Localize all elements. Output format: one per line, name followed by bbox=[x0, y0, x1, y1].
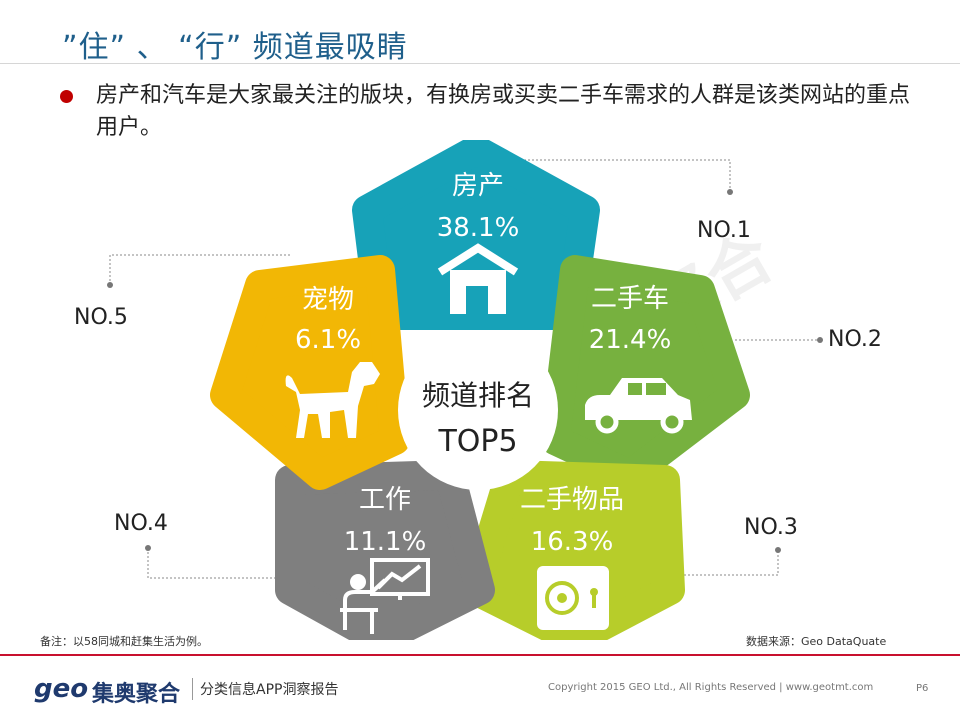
connector-no1 bbox=[520, 159, 731, 192]
rank-label-no1: NO.1 bbox=[697, 218, 751, 243]
logo-separator bbox=[192, 678, 193, 700]
connector-dot-no4 bbox=[145, 545, 151, 551]
connector-no4 bbox=[147, 548, 290, 579]
footer-divider bbox=[0, 654, 960, 656]
petal-housing-shape bbox=[352, 140, 600, 330]
petal-jobs-value: 11.1% bbox=[344, 527, 427, 557]
page-number: P6 bbox=[916, 683, 929, 694]
page-title: ”住” 、 “行” 频道最吸睛 bbox=[62, 30, 408, 65]
connector-dot-no5 bbox=[107, 282, 113, 288]
footnote: 备注：以58同城和赶集生活为例。 bbox=[40, 635, 208, 648]
description-text: 房产和汽车是大家最关注的版块，有换房或买卖二手车需求的人群是该类网站的重点用户。 bbox=[96, 83, 911, 140]
rank-label-no4: NO.4 bbox=[114, 511, 168, 536]
title-divider bbox=[0, 63, 960, 64]
center-title: 频道排名 bbox=[422, 379, 534, 412]
house-icon bbox=[437, 243, 519, 314]
petal-jobs-shape bbox=[275, 460, 495, 640]
petal-second-hand-goods: 二手物品 16.3% bbox=[460, 460, 685, 640]
connector-dots bbox=[107, 189, 823, 553]
presentation-icon bbox=[340, 558, 430, 634]
connector-dot-no2 bbox=[817, 337, 823, 343]
petal-pets: 宠物 6.1% bbox=[210, 255, 410, 490]
petal-second-hand-goods-value: 16.3% bbox=[531, 527, 614, 557]
petal-pets-value: 6.1% bbox=[295, 325, 361, 355]
petal-housing: 房产 38.1% bbox=[352, 140, 600, 330]
connector-no5 bbox=[109, 254, 290, 285]
footer: geo 集奥聚合 分类信息APP洞察报告 Copyright 2015 GEO … bbox=[0, 664, 960, 720]
dog-icon bbox=[285, 362, 380, 438]
petal-housing-label: 房产 bbox=[452, 171, 504, 201]
center-badge: 频道排名 TOP5 bbox=[398, 330, 558, 490]
petal-housing-value: 38.1% bbox=[437, 213, 520, 243]
connector-no3 bbox=[680, 550, 779, 576]
petal-used-car: 二手车 21.4% bbox=[540, 255, 750, 490]
bullet-dot bbox=[60, 90, 73, 103]
car-icon bbox=[585, 378, 692, 434]
safe-icon bbox=[537, 566, 609, 630]
logo-latin: geo bbox=[34, 674, 89, 704]
top5-channel-diagram: 奥聚合 房产 38.1% 二手车 21.4% bbox=[74, 140, 882, 640]
connector-lines bbox=[109, 159, 820, 579]
rank-label-no5: NO.5 bbox=[74, 305, 128, 330]
copyright-text: Copyright 2015 GEO Ltd., All Rights Rese… bbox=[548, 682, 874, 693]
data-source: 数据来源：Geo DataQuate bbox=[746, 635, 887, 648]
petal-used-car-label: 二手车 bbox=[591, 284, 669, 314]
rank-label-no2: NO.2 bbox=[828, 327, 882, 352]
connector-dot-no1 bbox=[727, 189, 733, 195]
petal-second-hand-goods-label: 二手物品 bbox=[520, 485, 624, 515]
report-name: 分类信息APP洞察报告 bbox=[200, 682, 339, 698]
connector-dot-no3 bbox=[775, 547, 781, 553]
petal-pets-label: 宠物 bbox=[302, 285, 354, 315]
petal-jobs-label: 工作 bbox=[359, 485, 411, 515]
center-subtitle: TOP5 bbox=[437, 424, 517, 459]
petal-used-car-value: 21.4% bbox=[589, 325, 672, 355]
logo-chinese: 集奥聚合 bbox=[92, 682, 181, 707]
rank-label-no3: NO.3 bbox=[744, 515, 798, 540]
petal-jobs: 工作 11.1% bbox=[275, 460, 495, 640]
